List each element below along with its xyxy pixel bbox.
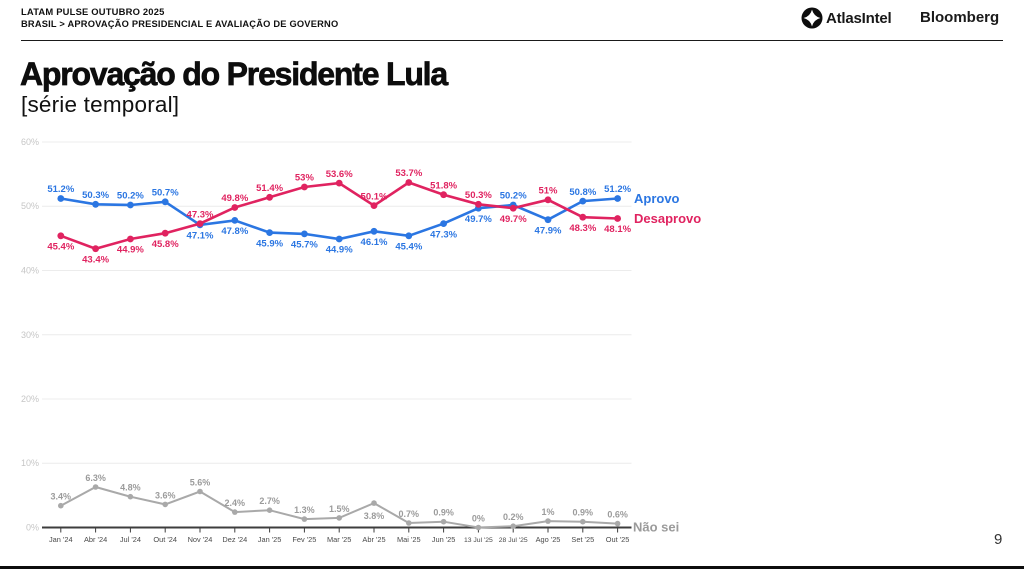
svg-text:4.8%: 4.8% <box>120 483 141 493</box>
svg-text:44.9%: 44.9% <box>117 245 144 256</box>
svg-text:Ago '25: Ago '25 <box>536 535 561 544</box>
svg-text:50.1%: 50.1% <box>361 191 388 202</box>
svg-text:45.7%: 45.7% <box>291 240 318 251</box>
svg-text:45.8%: 45.8% <box>152 239 179 250</box>
svg-text:50.7%: 50.7% <box>152 188 179 199</box>
svg-text:48.1%: 48.1% <box>604 224 631 235</box>
svg-text:Jan '25: Jan '25 <box>258 535 282 544</box>
svg-text:Set '25: Set '25 <box>571 535 594 544</box>
svg-text:2.7%: 2.7% <box>259 496 280 506</box>
svg-text:47.3%: 47.3% <box>187 209 214 220</box>
svg-text:49.8%: 49.8% <box>221 193 248 204</box>
svg-text:3.8%: 3.8% <box>364 511 385 521</box>
svg-text:1.3%: 1.3% <box>294 505 315 515</box>
svg-text:53.6%: 53.6% <box>326 169 353 180</box>
svg-text:5.6%: 5.6% <box>190 478 211 488</box>
svg-text:40%: 40% <box>21 266 39 276</box>
svg-text:47.3%: 47.3% <box>430 229 457 240</box>
svg-text:53.7%: 53.7% <box>395 168 422 179</box>
svg-text:0.9%: 0.9% <box>433 508 454 518</box>
svg-text:47.9%: 47.9% <box>535 225 562 236</box>
svg-text:Out '25: Out '25 <box>606 535 630 544</box>
svg-text:50.2%: 50.2% <box>500 191 527 202</box>
svg-text:Out '24: Out '24 <box>153 535 177 544</box>
svg-text:46.1%: 46.1% <box>361 237 388 248</box>
svg-text:50.3%: 50.3% <box>465 190 492 201</box>
svg-text:60%: 60% <box>21 137 39 147</box>
svg-text:0%: 0% <box>472 514 485 524</box>
svg-text:10%: 10% <box>21 458 39 468</box>
svg-text:Mai '25: Mai '25 <box>397 535 421 544</box>
svg-text:Aprovo: Aprovo <box>634 191 680 206</box>
svg-text:13 Jul '25: 13 Jul '25 <box>464 537 493 544</box>
svg-text:44.9%: 44.9% <box>326 245 353 256</box>
svg-text:28 Jul '25: 28 Jul '25 <box>499 537 528 544</box>
svg-text:0.2%: 0.2% <box>503 512 524 522</box>
svg-text:Jan '24: Jan '24 <box>49 535 73 544</box>
svg-text:47.8%: 47.8% <box>221 226 248 237</box>
svg-text:0.9%: 0.9% <box>573 508 594 518</box>
svg-text:51%: 51% <box>538 186 558 197</box>
svg-text:53%: 53% <box>295 173 315 184</box>
svg-text:3.4%: 3.4% <box>51 492 72 502</box>
svg-text:50.3%: 50.3% <box>82 190 109 201</box>
svg-text:0%: 0% <box>26 523 39 533</box>
svg-text:0.7%: 0.7% <box>399 509 420 519</box>
svg-text:Dez '24: Dez '24 <box>222 535 247 544</box>
svg-text:3.6%: 3.6% <box>155 490 176 500</box>
svg-text:30%: 30% <box>21 330 39 340</box>
svg-text:45.9%: 45.9% <box>256 238 283 249</box>
svg-text:43.4%: 43.4% <box>82 254 109 265</box>
svg-text:1%: 1% <box>541 507 554 517</box>
svg-text:1.5%: 1.5% <box>329 504 350 514</box>
svg-text:Não sei: Não sei <box>633 520 679 535</box>
svg-text:50.2%: 50.2% <box>117 191 144 202</box>
svg-text:2.4%: 2.4% <box>225 498 246 508</box>
svg-text:51.2%: 51.2% <box>47 184 74 195</box>
svg-text:51.8%: 51.8% <box>430 180 457 191</box>
svg-text:45.4%: 45.4% <box>395 242 422 253</box>
svg-text:45.4%: 45.4% <box>47 242 74 253</box>
svg-text:20%: 20% <box>21 394 39 404</box>
svg-text:49.7%: 49.7% <box>500 214 527 225</box>
svg-text:Mar '25: Mar '25 <box>327 535 351 544</box>
svg-text:49.7%: 49.7% <box>465 214 492 225</box>
svg-text:50%: 50% <box>21 201 39 211</box>
svg-text:51.4%: 51.4% <box>256 183 283 194</box>
svg-text:Fev '25: Fev '25 <box>292 535 316 544</box>
svg-text:50.8%: 50.8% <box>569 187 596 198</box>
svg-text:Jun '25: Jun '25 <box>432 535 456 544</box>
svg-text:Desaprovo: Desaprovo <box>634 211 701 226</box>
svg-text:Abr '24: Abr '24 <box>84 535 107 544</box>
svg-text:51.2%: 51.2% <box>604 184 631 195</box>
svg-text:0.6%: 0.6% <box>607 510 628 520</box>
svg-text:Abr '25: Abr '25 <box>362 535 385 544</box>
svg-text:48.3%: 48.3% <box>569 223 596 234</box>
svg-text:47.1%: 47.1% <box>187 231 214 242</box>
svg-text:Jul '24: Jul '24 <box>120 535 141 544</box>
svg-text:6.3%: 6.3% <box>85 473 106 483</box>
svg-text:Nov '24: Nov '24 <box>188 535 213 544</box>
